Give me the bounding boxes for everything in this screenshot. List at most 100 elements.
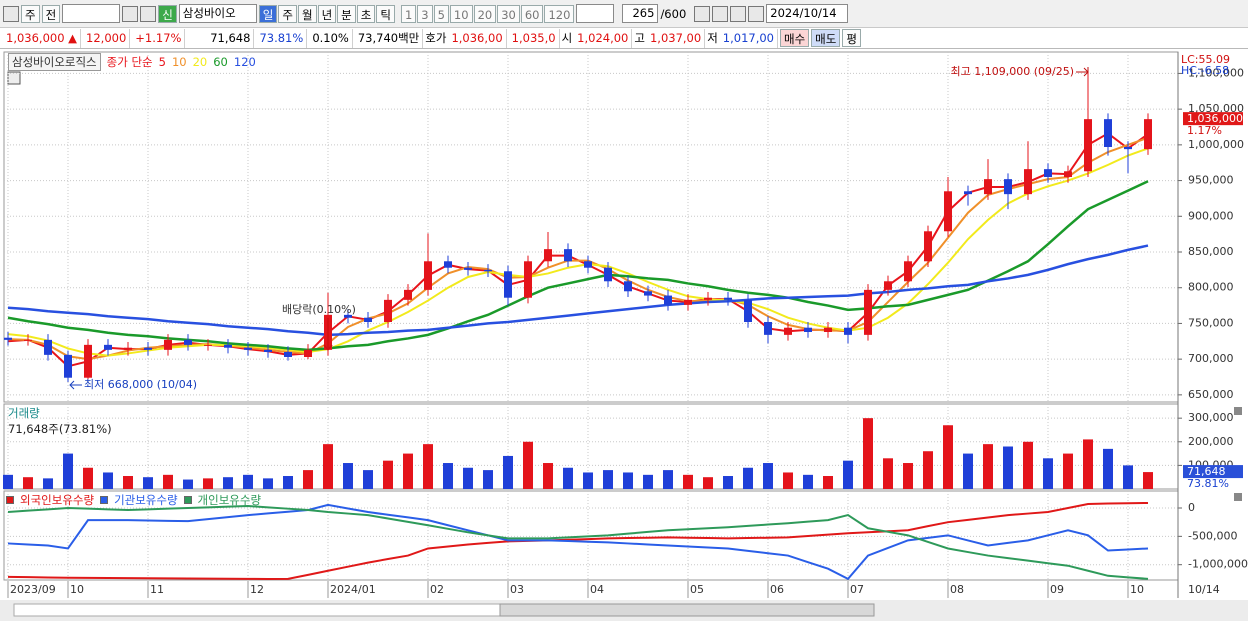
interval-button[interactable]: 3 — [417, 4, 433, 23]
period-button[interactable]: 월 — [297, 4, 317, 23]
annotation-high: 최고 1,109,000 (09/25) — [951, 65, 1075, 78]
x-tick-label: 07 — [850, 583, 864, 596]
candle-body — [484, 269, 492, 272]
candle-body — [684, 299, 692, 305]
legend-entry[interactable]: 120 — [233, 55, 256, 69]
date-input[interactable]: 2024/10/14 — [766, 4, 849, 23]
volume-bar — [43, 478, 53, 489]
candle-body — [984, 179, 992, 195]
candle-body — [764, 322, 772, 335]
interval-button[interactable]: 30 — [497, 4, 520, 23]
annotation-arrow — [1076, 67, 1089, 77]
count-input[interactable]: 265 — [622, 4, 659, 23]
volume-ratio-label: 73.81% — [1187, 477, 1229, 490]
market-select[interactable]: 주 — [21, 4, 40, 23]
legend-entry[interactable]: 5 — [158, 55, 166, 69]
panel-close[interactable] — [1234, 493, 1242, 501]
candle-body — [904, 261, 912, 282]
code-input[interactable]: 207940 — [62, 4, 121, 23]
candle-body — [784, 327, 792, 335]
menu-icon[interactable] — [3, 5, 19, 22]
candle-body — [244, 347, 252, 350]
volume-title: 거래량 — [8, 406, 40, 420]
unit-select[interactable] — [576, 4, 615, 23]
tool-icon[interactable] — [712, 5, 729, 22]
annotation-arrow — [69, 380, 82, 390]
legend-entry[interactable]: 개인보유수량 — [197, 493, 262, 507]
volume-box-label: 71,648 — [1187, 465, 1226, 478]
interval-button[interactable]: 5 — [433, 4, 449, 23]
sound-icon[interactable] — [140, 5, 157, 22]
volume-bar — [1123, 465, 1133, 489]
y-tick-label: 850,000 — [1188, 245, 1234, 258]
save-icon[interactable] — [730, 5, 747, 22]
moving-average — [7, 180, 1149, 352]
new-badge[interactable]: 신 — [158, 4, 177, 23]
candle-body — [944, 191, 952, 232]
period-button[interactable]: 년 — [317, 4, 337, 23]
candle-body — [364, 317, 372, 322]
interval-button[interactable]: 20 — [473, 4, 497, 23]
low-label: 저 — [707, 31, 718, 45]
scroll-thumb[interactable] — [499, 603, 875, 617]
x-tick-label: 02 — [430, 583, 444, 596]
volume-bar — [1143, 472, 1153, 489]
chart-bg — [0, 49, 1248, 621]
y-tick-label: 800,000 — [1188, 281, 1234, 294]
legend-entry[interactable]: 60 — [213, 55, 228, 69]
sell-button[interactable]: 매도 — [811, 29, 841, 47]
legend-entry[interactable]: 기관보유수량 — [114, 493, 178, 507]
candle-body — [564, 249, 572, 262]
interval-button[interactable]: 60 — [520, 4, 544, 23]
ownership-legend: 외국인보유수량 기관보유수량 개인보유수량 — [6, 492, 261, 508]
volume-bar — [943, 425, 953, 489]
x-tick-label: 05 — [690, 583, 704, 596]
name-field[interactable]: 삼성바이오 — [178, 4, 257, 23]
eval-button[interactable]: 평 — [842, 29, 861, 47]
candle-body — [204, 344, 212, 346]
x-tick-label: 10 — [70, 583, 84, 596]
calc-icon[interactable] — [7, 71, 21, 85]
legend-entry[interactable]: 외국인보유수량 — [20, 493, 95, 507]
volume-bar — [283, 476, 293, 489]
volume-bar — [323, 444, 333, 489]
bid: 1,035,0 — [509, 28, 560, 48]
period-button[interactable]: 주 — [278, 4, 297, 23]
buy-button[interactable]: 매수 — [780, 29, 810, 47]
x-tick-label: 12 — [250, 583, 264, 596]
interval-button[interactable]: 120 — [544, 4, 575, 23]
prev-button[interactable]: 전 — [41, 4, 61, 23]
legend-entry[interactable]: 20 — [192, 55, 208, 69]
search-icon[interactable] — [122, 5, 139, 22]
interval-button[interactable]: 1 — [400, 4, 417, 23]
ask: 1,036,00 — [448, 28, 507, 48]
volume-bar — [523, 441, 533, 489]
panel-close[interactable] — [1234, 407, 1242, 415]
volume-bar — [243, 474, 253, 489]
settings-icon[interactable] — [748, 5, 765, 22]
annotation-low: 최저 668,000 (10/04) — [84, 378, 197, 391]
volume-bar — [303, 470, 313, 489]
volume-bar — [763, 463, 773, 489]
volume-bar — [443, 463, 453, 489]
candle-body — [884, 281, 892, 290]
volume-bar — [163, 474, 173, 489]
candle-body — [124, 347, 132, 350]
period-button[interactable]: 분 — [337, 4, 356, 23]
candle-body — [744, 299, 752, 322]
interval-button[interactable]: 10 — [449, 4, 473, 23]
period-button[interactable]: 일 — [258, 4, 278, 23]
low: 1,017,00 — [720, 28, 778, 48]
period-button[interactable]: 틱 — [376, 4, 395, 23]
y-tick-label: 750,000 — [1188, 316, 1234, 329]
candle-body — [384, 299, 392, 322]
price: 1,036,000 ▲ — [3, 28, 82, 48]
tool-icon[interactable] — [694, 5, 711, 22]
period-button[interactable]: 초 — [356, 4, 376, 23]
legend-entry[interactable]: 10 — [171, 55, 187, 69]
quote-bar: 1,036,000 ▲ 12,000 +1.17% 71,648 73.81% … — [0, 28, 1248, 49]
open-label: 시 — [561, 31, 573, 45]
volume-bar — [603, 470, 613, 489]
